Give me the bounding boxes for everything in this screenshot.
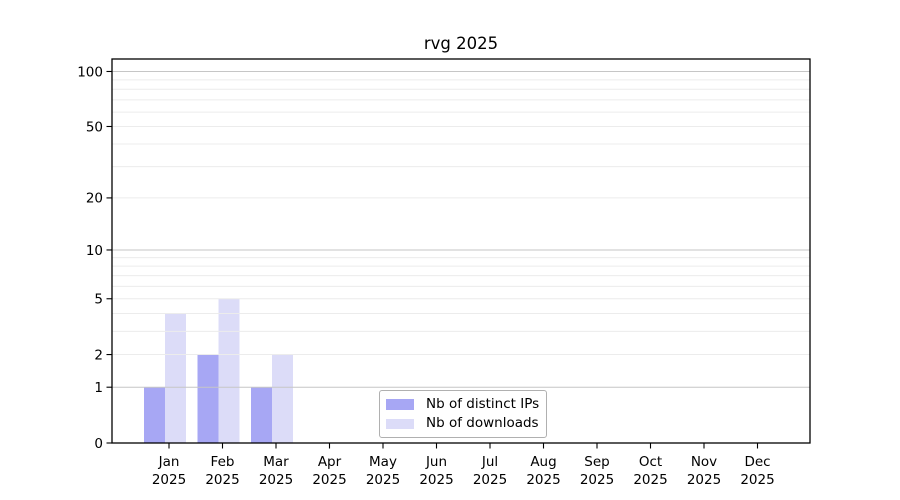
plot-frame bbox=[111, 58, 811, 444]
x-tick-label-nov-year: 2025 bbox=[687, 472, 721, 488]
y-tick-label-100: 100 bbox=[77, 64, 103, 80]
y-tick-label-5: 5 bbox=[94, 292, 103, 308]
x-tick-label-sep-year: 2025 bbox=[580, 472, 614, 488]
y-tick-label-0: 0 bbox=[94, 436, 103, 452]
legend-label-downloads: Nb of downloads bbox=[426, 415, 539, 431]
x-tick-label-oct: Oct bbox=[639, 454, 662, 470]
x-tick-label-apr: Apr bbox=[318, 454, 342, 470]
x-tick-label-sep: Sep bbox=[584, 454, 609, 470]
x-tick-label-feb: Feb bbox=[211, 454, 235, 470]
x-tick-label-mar-year: 2025 bbox=[259, 472, 293, 488]
y-tick-label-50: 50 bbox=[86, 119, 103, 135]
legend-swatch-distinct-ips bbox=[386, 399, 414, 410]
chart-title: rvg 2025 bbox=[423, 34, 499, 53]
x-tick-label-jun: Jun bbox=[425, 454, 447, 470]
x-tick-label-oct-year: 2025 bbox=[633, 472, 667, 488]
bar-nb-of-distinct-ips-feb-2025 bbox=[197, 354, 219, 443]
x-tick-label-dec: Dec bbox=[744, 454, 770, 470]
x-tick-label-jan: Jan bbox=[158, 454, 180, 470]
x-tick-label-jul-year: 2025 bbox=[473, 472, 507, 488]
y-tick-label-20: 20 bbox=[86, 191, 103, 207]
legend-swatch-downloads bbox=[386, 418, 414, 429]
legend: Nb of distinct IPs Nb of downloads bbox=[379, 390, 547, 438]
legend-item-downloads: Nb of downloads bbox=[386, 414, 546, 434]
legend-label-distinct-ips: Nb of distinct IPs bbox=[426, 395, 540, 412]
bar-nb-of-distinct-ips-mar-2025 bbox=[251, 387, 272, 443]
bar-nb-of-distinct-ips-jan-2025 bbox=[144, 387, 165, 443]
x-tick-label-mar: Mar bbox=[263, 454, 289, 470]
legend-item-distinct-ips: Nb of distinct IPs bbox=[386, 395, 546, 415]
x-tick-label-apr-year: 2025 bbox=[312, 472, 346, 488]
x-tick-label-may: May bbox=[369, 454, 397, 470]
x-tick-label-feb-year: 2025 bbox=[205, 472, 239, 488]
y-tick-label-2: 2 bbox=[94, 347, 103, 363]
x-tick-label-jul: Jul bbox=[481, 454, 498, 470]
x-tick-label-may-year: 2025 bbox=[366, 472, 400, 488]
x-tick-label-aug: Aug bbox=[530, 454, 556, 470]
y-tick-label-10: 10 bbox=[86, 243, 103, 259]
bar-nb-of-downloads-mar-2025 bbox=[272, 354, 293, 443]
x-tick-label-dec-year: 2025 bbox=[740, 472, 774, 488]
x-tick-label-jun-year: 2025 bbox=[419, 472, 453, 488]
bar-nb-of-downloads-feb-2025 bbox=[218, 298, 240, 443]
y-tick-label-1: 1 bbox=[94, 380, 103, 396]
bar-nb-of-downloads-jan-2025 bbox=[165, 313, 186, 443]
x-tick-label-nov: Nov bbox=[691, 454, 717, 470]
x-tick-label-jan-year: 2025 bbox=[152, 472, 186, 488]
x-tick-label-aug-year: 2025 bbox=[526, 472, 560, 488]
